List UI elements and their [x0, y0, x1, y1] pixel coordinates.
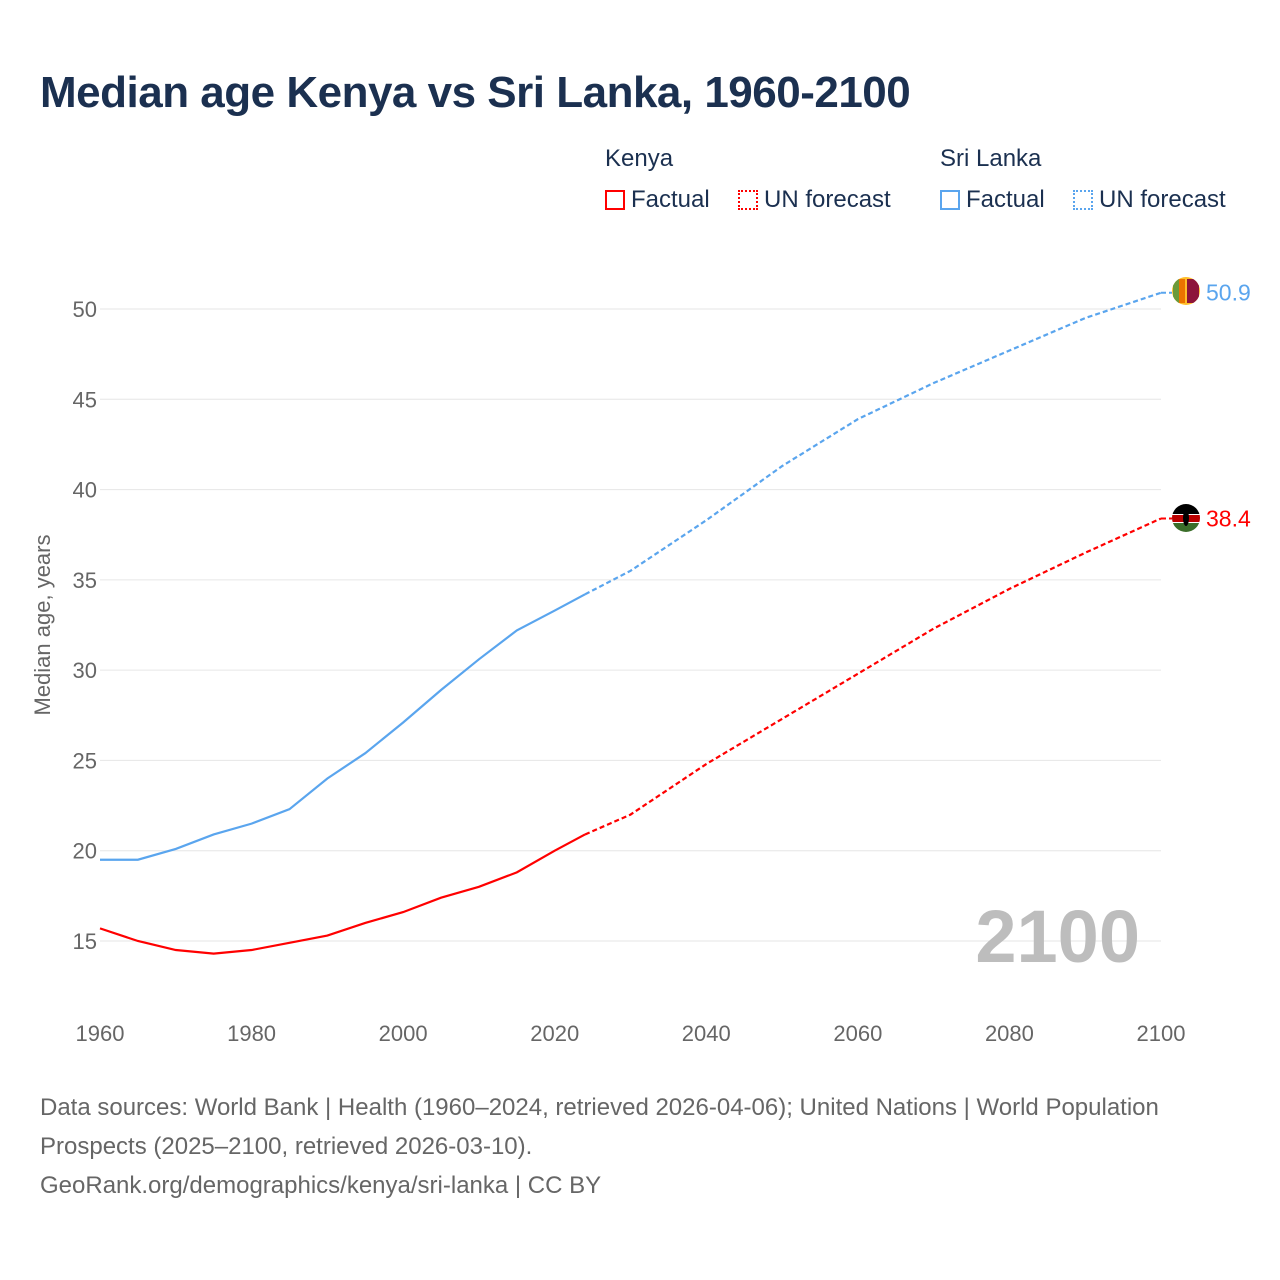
kenya-flag-icon [1172, 504, 1200, 532]
y-tick-label: 35 [73, 568, 97, 593]
legend-label: UN forecast [1099, 186, 1226, 213]
legend-label: UN forecast [764, 186, 891, 213]
sri-lanka-forecast-line [584, 291, 1162, 596]
legend-swatch-icon [738, 190, 758, 210]
y-axis-label: Median age, years [30, 535, 55, 716]
sri-lanka-end-value: 50.9 [1206, 280, 1251, 306]
chart-title: Median age Kenya vs Sri Lanka, 1960-2100 [40, 68, 911, 117]
x-tick-label: 1960 [76, 1021, 125, 1046]
source-line-data: Data sources: World Bank | Health (1960–… [40, 1094, 1159, 1160]
y-tick-label: 50 [73, 297, 97, 322]
source-note: Data sources: World Bank | Health (1960–… [40, 1088, 1200, 1205]
source-line-credit[interactable]: GeoRank.org/demographics/kenya/sri-lanka… [40, 1172, 602, 1199]
y-tick-label: 45 [73, 387, 97, 412]
legend-label: Factual [966, 186, 1045, 213]
y-tick-label: 15 [73, 929, 97, 954]
y-tick-label: 25 [73, 748, 97, 773]
year-watermark: 2100 [975, 895, 1140, 978]
y-tick-label: 30 [73, 658, 97, 683]
kenya-forecast-line [584, 517, 1162, 836]
x-tick-label: 2000 [379, 1021, 428, 1046]
sri-lanka-factual-line [100, 593, 586, 861]
legend-kenya-forecast[interactable]: UN forecast [738, 186, 891, 214]
legend-srilanka-factual[interactable]: Factual [940, 186, 1045, 214]
legend-label: Factual [631, 186, 710, 213]
x-tick-label: 2100 [1137, 1021, 1186, 1046]
kenya-end-value: 38.4 [1206, 505, 1251, 531]
legend-srilanka-heading: Sri Lanka [940, 145, 1042, 172]
legend-srilanka-forecast[interactable]: UN forecast [1073, 186, 1226, 214]
y-tick-label: 40 [73, 478, 97, 503]
y-tick-label: 20 [73, 839, 97, 864]
x-tick-label: 2080 [985, 1021, 1034, 1046]
x-tick-label: 2020 [530, 1021, 579, 1046]
x-tick-label: 2040 [682, 1021, 731, 1046]
sri-lanka-flag-icon [1172, 277, 1200, 305]
x-tick-label: 1980 [227, 1021, 276, 1046]
legend-kenya-heading: Kenya [605, 145, 674, 172]
x-tick-label: 2060 [833, 1021, 882, 1046]
kenya-factual-line [99, 833, 586, 955]
legend-swatch-icon [940, 190, 960, 210]
legend-kenya-factual[interactable]: Factual [605, 186, 710, 214]
legend-swatch-icon [605, 190, 625, 210]
legend-swatch-icon [1073, 190, 1093, 210]
